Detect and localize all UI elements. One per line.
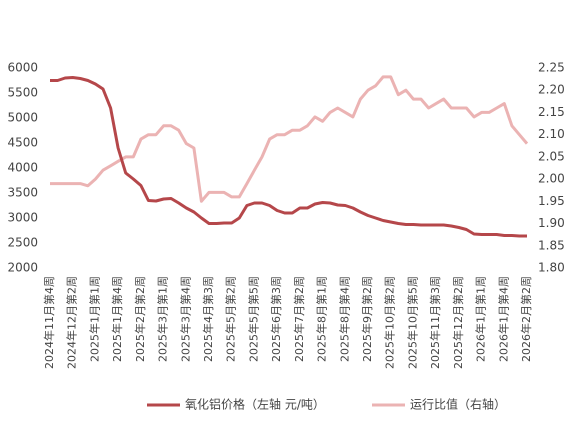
- y2-tick-label: 2.05: [538, 149, 565, 163]
- y2-tick-label: 1.95: [538, 194, 565, 208]
- y2-tick-label: 2.25: [538, 61, 565, 75]
- y2-tick-label: 2.15: [538, 105, 565, 119]
- y2-tick-label: 2.00: [538, 172, 565, 186]
- y-tick-label: 2000: [7, 261, 38, 275]
- y-tick-label: 4500: [7, 136, 38, 150]
- y2-tick-label: 1.85: [538, 238, 565, 252]
- x-tick-label: 2025年4月第3周: [201, 276, 215, 362]
- y-tick-label: 3000: [7, 211, 38, 225]
- x-tick-label: 2025年6月第3周: [269, 276, 283, 362]
- x-tick-label: 2025年5月第5周: [246, 276, 260, 362]
- x-tick-label: 2025年8月第1周: [315, 276, 329, 362]
- x-tick-label: 2025年10月第5周: [405, 276, 419, 369]
- x-tick-label: 2025年9月第2周: [360, 276, 374, 362]
- y2-tick-label: 1.90: [538, 216, 565, 230]
- series-line: [50, 75, 529, 203]
- y2-tick-label: 2.10: [538, 127, 565, 141]
- y2-tick-label: 2.20: [538, 83, 565, 97]
- x-tick-label: 2025年7月第2周: [292, 276, 306, 362]
- y-tick-label: 5000: [7, 111, 38, 125]
- x-tick-label: 2025年11月第3周: [428, 276, 442, 369]
- y-tick-label: 4000: [7, 161, 38, 175]
- x-tick-label: 2026年2月第2周: [519, 276, 533, 362]
- x-tick-label: 2025年8月第4周: [337, 276, 351, 362]
- x-tick-label: 2025年12月第2周: [451, 276, 465, 369]
- x-tick-label: 2025年5月第2周: [224, 276, 238, 362]
- x-tick-label: 2025年3月第4周: [178, 276, 192, 362]
- y-tick-label: 6000: [7, 61, 38, 75]
- x-tick-label: 2025年10月第2周: [383, 276, 397, 369]
- x-tick-label: 2024年11月第4周: [42, 276, 56, 369]
- x-tick-label: 2025年3月第1周: [156, 276, 170, 362]
- x-tick-label: 2026年1月第1周: [474, 276, 488, 362]
- x-tick-label: 2024年12月第2周: [65, 276, 79, 369]
- series-line: [50, 76, 527, 238]
- legend-label: 氧化铝价格（左轴 元/吨）: [185, 397, 325, 412]
- legend-label: 运行比值（右轴）: [410, 397, 506, 412]
- y-tick-label: 2500: [7, 236, 38, 250]
- y2-tick-label: 1.80: [538, 261, 565, 275]
- y-tick-label: 3500: [7, 186, 38, 200]
- x-tick-label: 2025年1月第1周: [87, 276, 101, 362]
- y-tick-label: 5500: [7, 86, 38, 100]
- x-tick-label: 2025年2月第2周: [133, 276, 147, 362]
- x-tick-label: 2026年1月第4周: [496, 276, 510, 362]
- x-tick-label: 2025年1月第4周: [110, 276, 124, 362]
